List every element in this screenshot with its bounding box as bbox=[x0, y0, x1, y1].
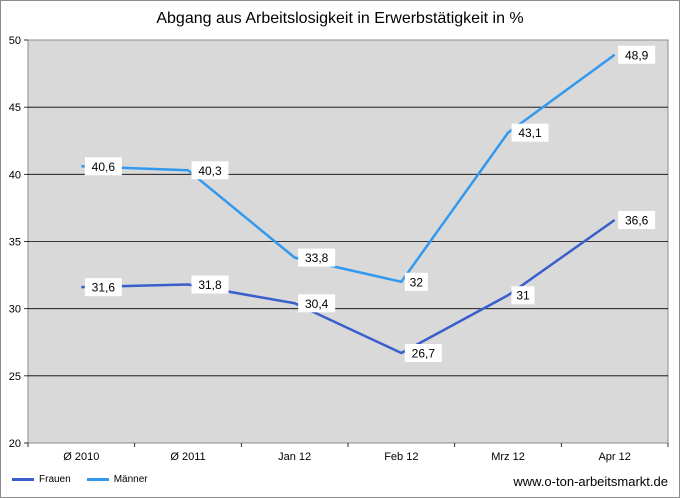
legend-swatch-maenner bbox=[86, 478, 109, 481]
data-label-box-maenner bbox=[191, 161, 229, 180]
data-label-maenner: 33,8 bbox=[305, 251, 329, 265]
data-label-frauen: 30,4 bbox=[305, 297, 329, 311]
data-label-frauen: 26,7 bbox=[412, 346, 436, 360]
data-label-maenner: 40,3 bbox=[198, 164, 222, 178]
data-label-maenner: 48,9 bbox=[625, 48, 649, 62]
x-tick-label: Feb 12 bbox=[384, 451, 418, 463]
x-tick-label: Mrz 12 bbox=[491, 451, 525, 463]
data-label-box-maenner bbox=[618, 45, 656, 64]
series-line-frauen bbox=[81, 218, 616, 355]
legend-item-maenner: Männer bbox=[86, 474, 148, 485]
y-tick-label: 35 bbox=[9, 237, 21, 249]
legend-item-frauen: Frauen bbox=[12, 474, 71, 485]
legend-swatch-frauen bbox=[12, 478, 34, 481]
legend: Frauen Männer bbox=[12, 474, 164, 485]
legend-label-maenner: Männer bbox=[113, 474, 148, 485]
y-tick-label: 25 bbox=[9, 371, 21, 383]
data-label-maenner: 32 bbox=[410, 275, 424, 289]
chart-title: Abgang aus Arbeitslosigkeit in Erwerbstä… bbox=[156, 10, 524, 27]
data-label-box-frauen bbox=[298, 294, 336, 313]
source-text: www.o-ton-arbeitsmarkt.de bbox=[513, 474, 668, 489]
data-label-maenner: 40,6 bbox=[92, 160, 116, 174]
legend-label-frauen: Frauen bbox=[39, 474, 71, 485]
data-label-frauen: 31,8 bbox=[198, 278, 222, 292]
y-tick-label: 30 bbox=[9, 304, 21, 316]
x-tick-label: Apr 12 bbox=[598, 451, 630, 463]
data-label-box-frauen bbox=[511, 286, 535, 305]
data-label-box-maenner bbox=[511, 123, 549, 142]
y-tick-label: 50 bbox=[9, 35, 21, 47]
data-label-box-frauen bbox=[404, 343, 442, 362]
data-label-box-maenner bbox=[298, 248, 336, 267]
data-label-frauen: 36,6 bbox=[625, 214, 649, 228]
data-label-box-maenner bbox=[404, 272, 428, 291]
x-tick-label: Jan 12 bbox=[278, 451, 311, 463]
y-tick-label: 20 bbox=[9, 438, 21, 450]
y-tick-label: 40 bbox=[9, 169, 21, 181]
data-label-frauen: 31 bbox=[516, 289, 530, 303]
data-label-frauen: 31,6 bbox=[92, 281, 116, 295]
series-line-maenner bbox=[81, 53, 616, 284]
y-tick-label: 45 bbox=[9, 102, 21, 114]
data-label-box-frauen bbox=[191, 275, 229, 294]
x-tick-label: Ø 2011 bbox=[170, 451, 205, 463]
data-label-box-frauen bbox=[84, 278, 122, 297]
data-label-box-frauen bbox=[618, 211, 656, 230]
data-label-maenner: 43,1 bbox=[518, 126, 542, 140]
x-tick-label: Ø 2010 bbox=[63, 451, 99, 463]
data-label-box-maenner bbox=[84, 157, 122, 176]
